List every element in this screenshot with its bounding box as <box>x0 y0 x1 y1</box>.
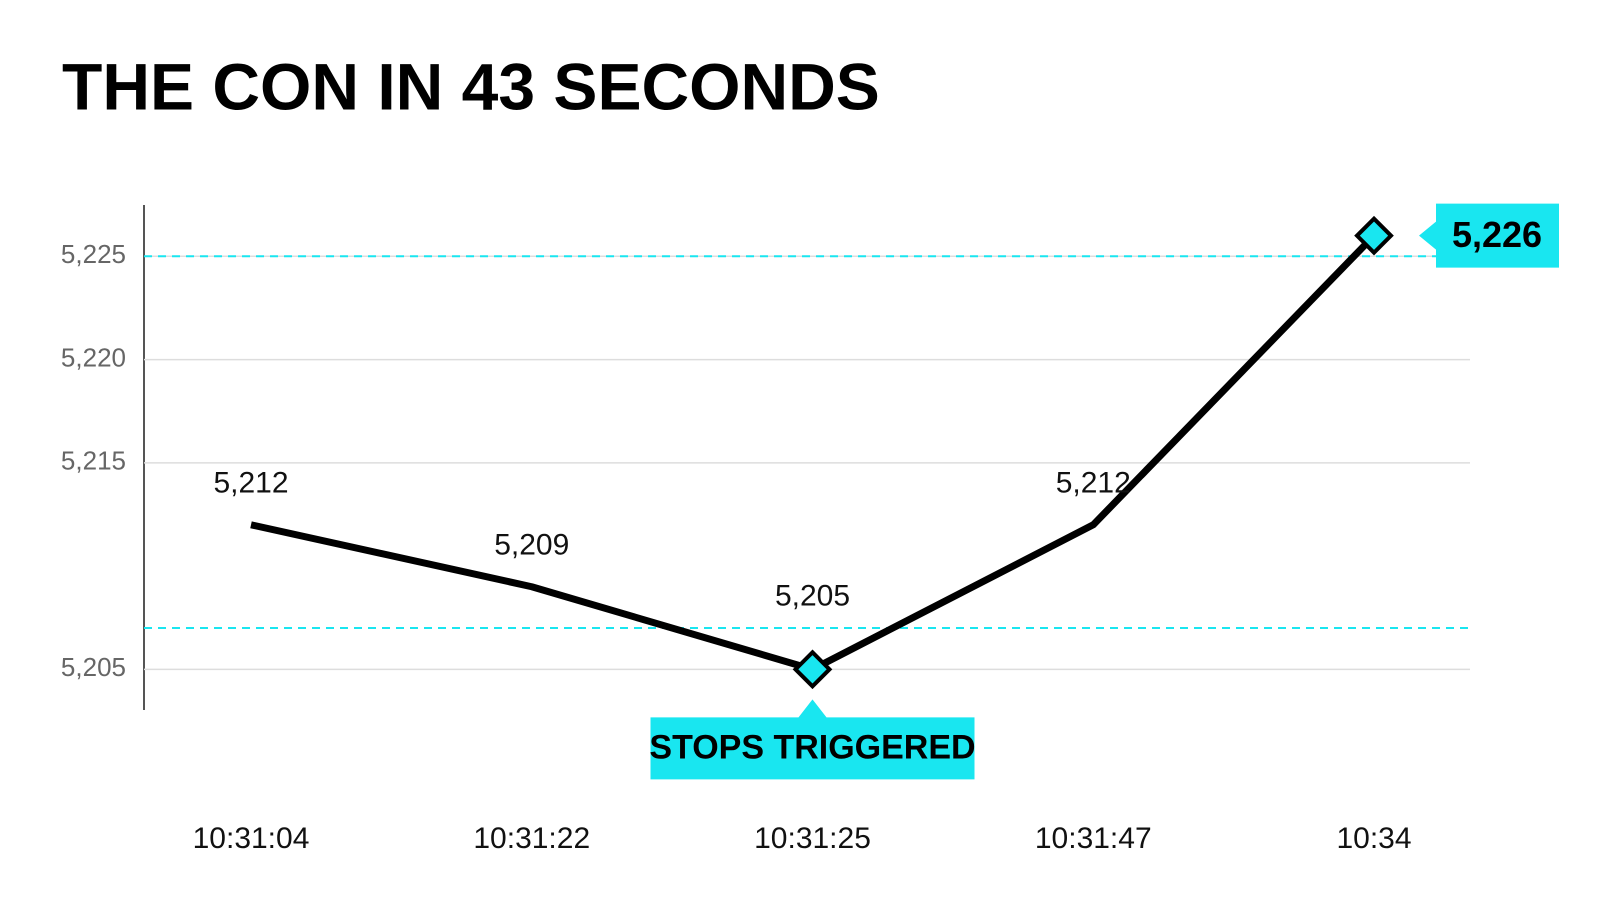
y-tick-label: 5,215 <box>61 446 126 476</box>
x-tick-label: 10:31:04 <box>193 822 310 855</box>
annotation-text: STOPS TRIGGERED <box>649 728 975 766</box>
chart-title: THE CON IN 43 SECONDS <box>62 49 880 123</box>
annotation-box <box>650 699 975 780</box>
value-label: 5,212 <box>1056 467 1131 500</box>
y-tick-label: 5,205 <box>61 652 126 682</box>
y-tick-label: 5,225 <box>61 239 126 269</box>
value-label: 5,205 <box>775 579 850 612</box>
x-tick-label: 10:34 <box>1336 822 1411 855</box>
point-marker <box>1354 215 1394 256</box>
callout-box <box>1419 203 1559 268</box>
value-label: 5,212 <box>213 467 288 500</box>
y-tick-label: 5,220 <box>61 342 126 372</box>
x-tick-label: 10:31:22 <box>473 822 590 855</box>
value-label: 5,226 <box>1452 214 1542 255</box>
point-marker <box>792 649 833 690</box>
value-label: 5,209 <box>494 529 569 562</box>
x-tick-label: 10:31:47 <box>1035 822 1152 855</box>
x-tick-label: 10:31:25 <box>754 822 871 855</box>
